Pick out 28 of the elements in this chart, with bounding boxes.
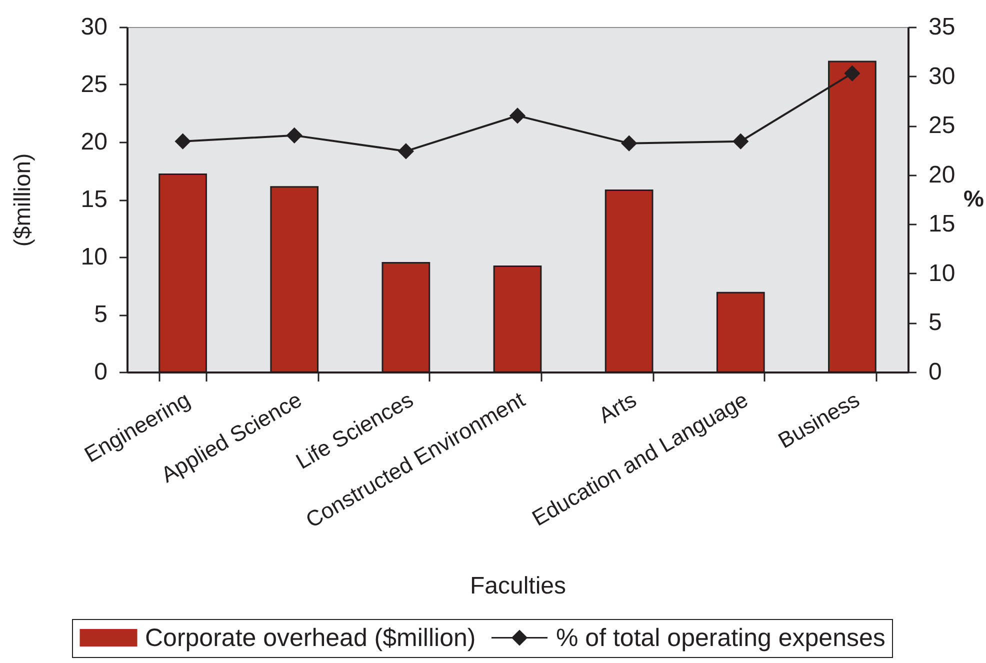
y2-tick-label: 5 <box>928 309 942 336</box>
y2-tick-label: 30 <box>928 62 956 90</box>
point <box>621 135 638 152</box>
y2-tick-label: 20 <box>928 161 956 188</box>
y2-tick-label: 25 <box>928 112 956 140</box>
y-tick-label: 25 <box>80 71 108 98</box>
x-tick-label: Arts <box>594 386 641 428</box>
x-axis-title: Faculties <box>470 572 566 600</box>
y2-axis-title: % <box>964 186 984 212</box>
y2-tick-label: 35 <box>928 14 956 40</box>
point <box>286 127 302 144</box>
legend-label: % of total operating expenses <box>556 624 886 652</box>
y-tick-label: 10 <box>80 244 108 270</box>
point <box>732 133 749 150</box>
y-axis-title: ($million) <box>8 153 35 247</box>
y-tick-label: 15 <box>80 186 108 213</box>
point <box>509 108 526 124</box>
y2-tick-label: 0 <box>928 358 942 386</box>
point <box>174 133 191 150</box>
y2-tick-label: 15 <box>928 210 956 238</box>
y2-tick-label: 10 <box>928 260 956 287</box>
point <box>398 143 414 160</box>
point <box>844 65 860 82</box>
legend-label: Corporate overhead ($million) <box>145 624 476 652</box>
y-tick-label: 0 <box>94 358 108 386</box>
y-tick-label: 20 <box>80 128 108 156</box>
y-tick-label: 30 <box>80 14 108 40</box>
y-tick-label: 5 <box>94 301 108 328</box>
